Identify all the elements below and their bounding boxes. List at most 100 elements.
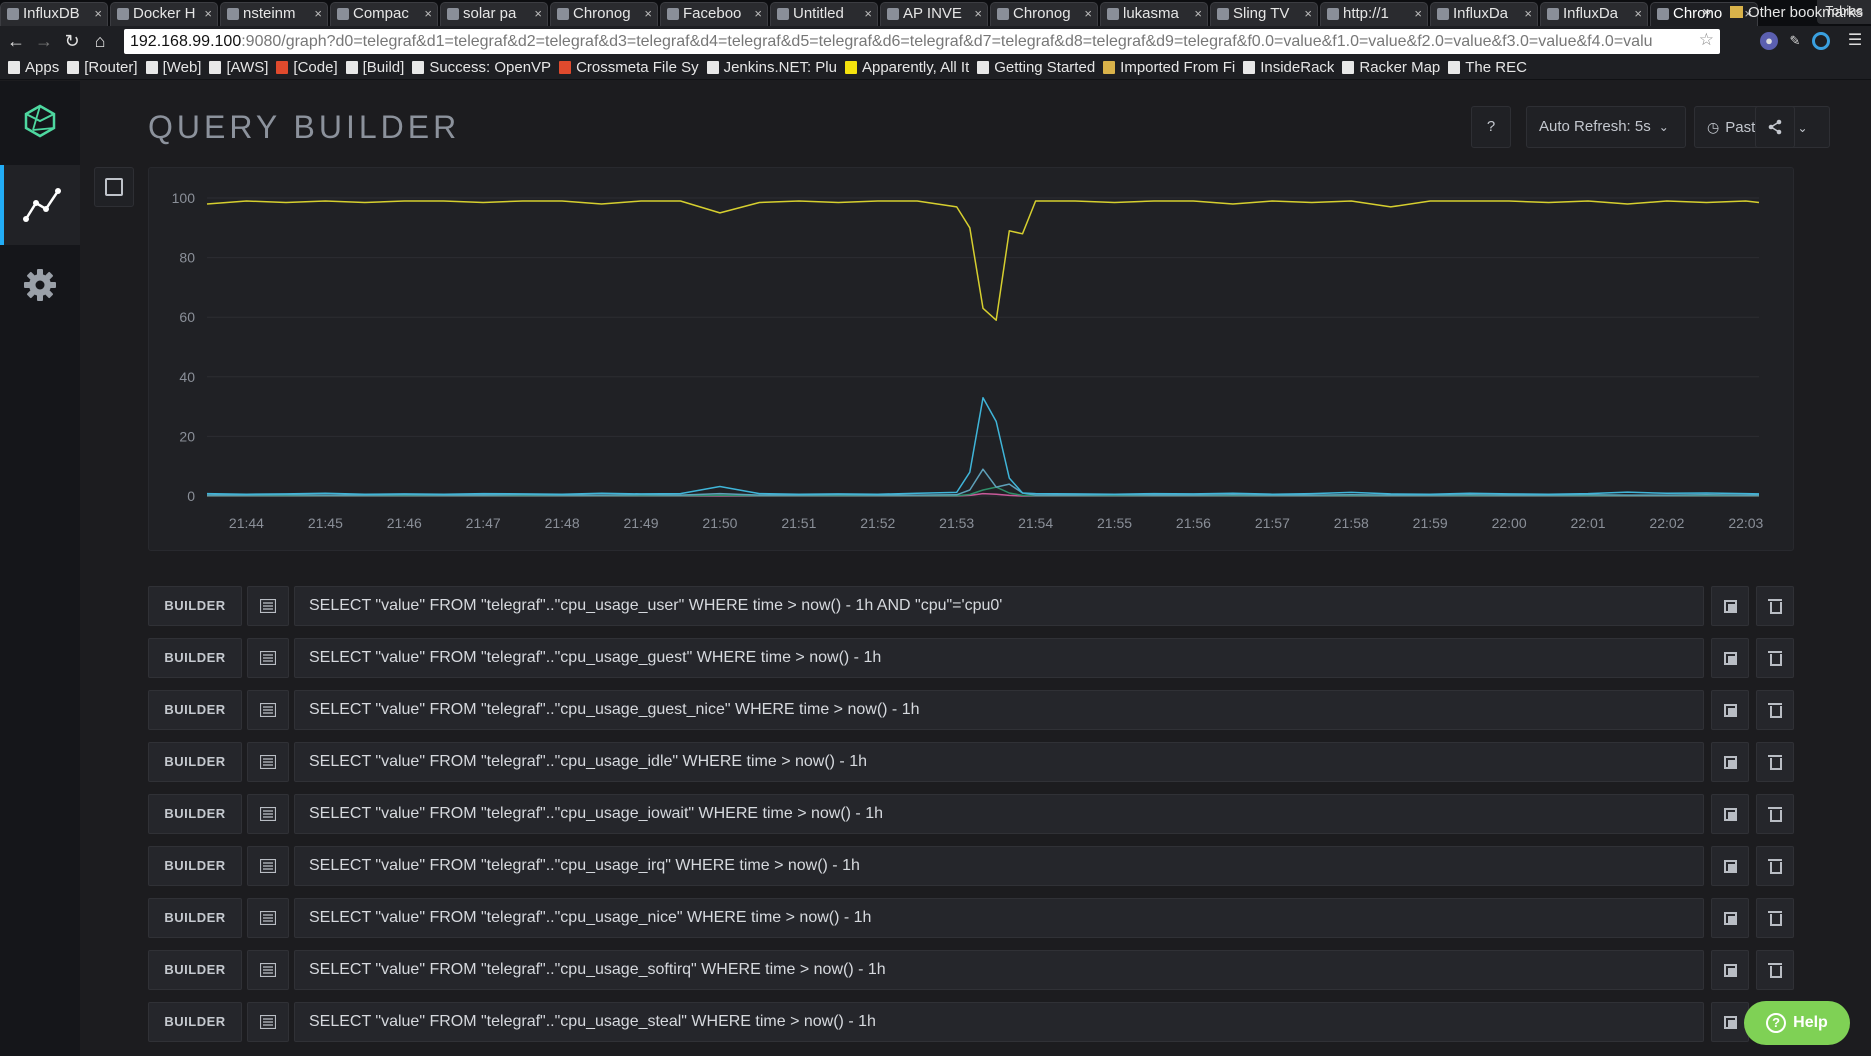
sidebar-item-settings[interactable] [0,245,80,325]
close-tab-icon[interactable]: × [1414,6,1422,21]
help-button[interactable]: ? Help [1744,1001,1850,1045]
browser-tab[interactable]: Docker H × [110,2,218,26]
duplicate-query-button[interactable] [1711,638,1749,678]
query-input[interactable]: SELECT "value" FROM "telegraf".."cpu_usa… [294,638,1704,678]
list-view-button[interactable] [247,898,289,938]
delete-query-button[interactable] [1756,846,1794,886]
bookmark-item[interactable]: [Router] [67,59,138,76]
close-tab-icon[interactable]: × [1194,6,1202,21]
home-icon[interactable]: ⌂ [94,31,106,51]
bookmark-item[interactable]: [Code] [276,59,338,76]
query-input[interactable]: SELECT "value" FROM "telegraf".."cpu_usa… [294,794,1704,834]
help-question-button[interactable]: ? [1471,106,1511,148]
browser-tab[interactable]: lukasma × [1100,2,1208,26]
close-tab-icon[interactable]: × [754,6,762,21]
bookmark-item[interactable]: Racker Map [1342,59,1440,76]
close-tab-icon[interactable]: × [94,6,102,21]
menu-icon[interactable]: ☰ [1847,32,1863,49]
bookmark-star-icon[interactable]: ☆ [1698,30,1714,49]
pen-extension-icon[interactable]: ✎ [1789,33,1801,48]
builder-button[interactable]: BUILDER [148,846,242,886]
browser-tab[interactable]: Sling TV × [1210,2,1318,26]
browser-tab[interactable]: http://1 × [1320,2,1428,26]
browser-tab[interactable]: AP INVE × [880,2,988,26]
browser-tab[interactable]: Compac × [330,2,438,26]
query-input[interactable]: SELECT "value" FROM "telegraf".."cpu_usa… [294,950,1704,990]
auto-refresh-dropdown[interactable]: Auto Refresh: 5s ⌄ [1526,106,1686,148]
bookmark-item[interactable]: InsideRack [1243,59,1334,76]
delete-query-button[interactable] [1756,690,1794,730]
back-icon[interactable]: ← [7,31,25,51]
bookmark-item[interactable]: Jenkins.NET: Plu [706,59,837,76]
close-tab-icon[interactable]: × [424,6,432,21]
close-tab-icon[interactable]: × [204,6,212,21]
line-chart[interactable]: 100 80 60 40 20 0 21:44 21:45 21:46 21:47 21:48 21:… [149,168,1795,552]
list-view-button[interactable] [247,690,289,730]
close-tab-icon[interactable]: × [1304,6,1312,21]
address-bar[interactable]: 192.168.99.100:9080/graph?d0=telegraf&d1… [124,29,1720,54]
builder-button[interactable]: BUILDER [148,950,242,990]
close-tab-icon[interactable]: × [1084,6,1092,21]
duplicate-query-button[interactable] [1711,794,1749,834]
builder-button[interactable]: BUILDER [148,638,242,678]
sidebar-item-graphs[interactable] [0,165,80,245]
share-button[interactable] [1755,106,1795,148]
bookmarks-overflow-button[interactable]: » [1702,3,1711,20]
browser-tab[interactable]: Chronog × [990,2,1098,26]
builder-button[interactable]: BUILDER [148,690,242,730]
browser-tab[interactable]: solar pa × [440,2,548,26]
list-view-button[interactable] [247,638,289,678]
bookmark-item[interactable]: [AWS] [209,59,268,76]
duplicate-query-button[interactable] [1711,950,1749,990]
builder-button[interactable]: BUILDER [148,742,242,782]
query-input[interactable]: SELECT "value" FROM "telegraf".."cpu_usa… [294,690,1704,730]
query-input[interactable]: SELECT "value" FROM "telegraf".."cpu_usa… [294,742,1704,782]
builder-button[interactable]: BUILDER [148,586,242,626]
bookmark-item[interactable]: Apparently, All It [844,59,969,76]
bookmark-item[interactable]: Imported From Fi [1103,59,1235,76]
duplicate-query-button[interactable] [1711,742,1749,782]
browser-tab[interactable]: InfluxDa × [1540,2,1648,26]
delete-query-button[interactable] [1756,794,1794,834]
browser-tab[interactable]: Faceboo × [660,2,768,26]
builder-button[interactable]: BUILDER [148,1002,242,1042]
bookmark-item[interactable]: Crossmeta File Sy [559,59,699,76]
bookmark-item[interactable]: Getting Started [977,59,1095,76]
delete-query-button[interactable] [1756,638,1794,678]
extension-icon[interactable]: ● [1760,32,1778,50]
query-input[interactable]: SELECT "value" FROM "telegraf".."cpu_usa… [294,898,1704,938]
close-tab-icon[interactable]: × [314,6,322,21]
duplicate-query-button[interactable] [1711,1002,1749,1042]
list-view-button[interactable] [247,846,289,886]
builder-button[interactable]: BUILDER [148,898,242,938]
close-tab-icon[interactable]: × [974,6,982,21]
other-bookmarks[interactable]: Other bookmarks [1729,0,1863,24]
close-tab-icon[interactable]: × [864,6,872,21]
close-tab-icon[interactable]: × [1524,6,1532,21]
browser-tab[interactable]: nsteinm × [220,2,328,26]
list-view-button[interactable] [247,950,289,990]
query-input[interactable]: SELECT "value" FROM "telegraf".."cpu_usa… [294,1002,1704,1042]
query-input[interactable]: SELECT "value" FROM "telegraf".."cpu_usa… [294,586,1704,626]
browser-tab[interactable]: Untitled × [770,2,878,26]
reload-icon[interactable]: ↻ [64,31,80,51]
delete-query-button[interactable] [1756,742,1794,782]
duplicate-query-button[interactable] [1711,898,1749,938]
duplicate-query-button[interactable] [1711,690,1749,730]
list-view-button[interactable] [247,794,289,834]
forward-icon[interactable]: → [35,31,53,51]
bookmark-item[interactable]: [Build] [345,59,404,76]
bookmark-item[interactable]: [Web] [145,59,201,76]
close-tab-icon[interactable]: × [534,6,542,21]
builder-button[interactable]: BUILDER [148,794,242,834]
toggle-panel-button[interactable] [94,167,134,207]
list-view-button[interactable] [247,742,289,782]
delete-query-button[interactable] [1756,950,1794,990]
list-view-button[interactable] [247,1002,289,1042]
bookmark-item[interactable]: Apps [8,59,59,76]
browser-tab[interactable]: InfluxDa × [1430,2,1538,26]
duplicate-query-button[interactable] [1711,846,1749,886]
delete-query-button[interactable] [1756,898,1794,938]
chronograf-logo[interactable] [0,81,80,161]
profile-button[interactable]: Tobias [1817,0,1871,24]
